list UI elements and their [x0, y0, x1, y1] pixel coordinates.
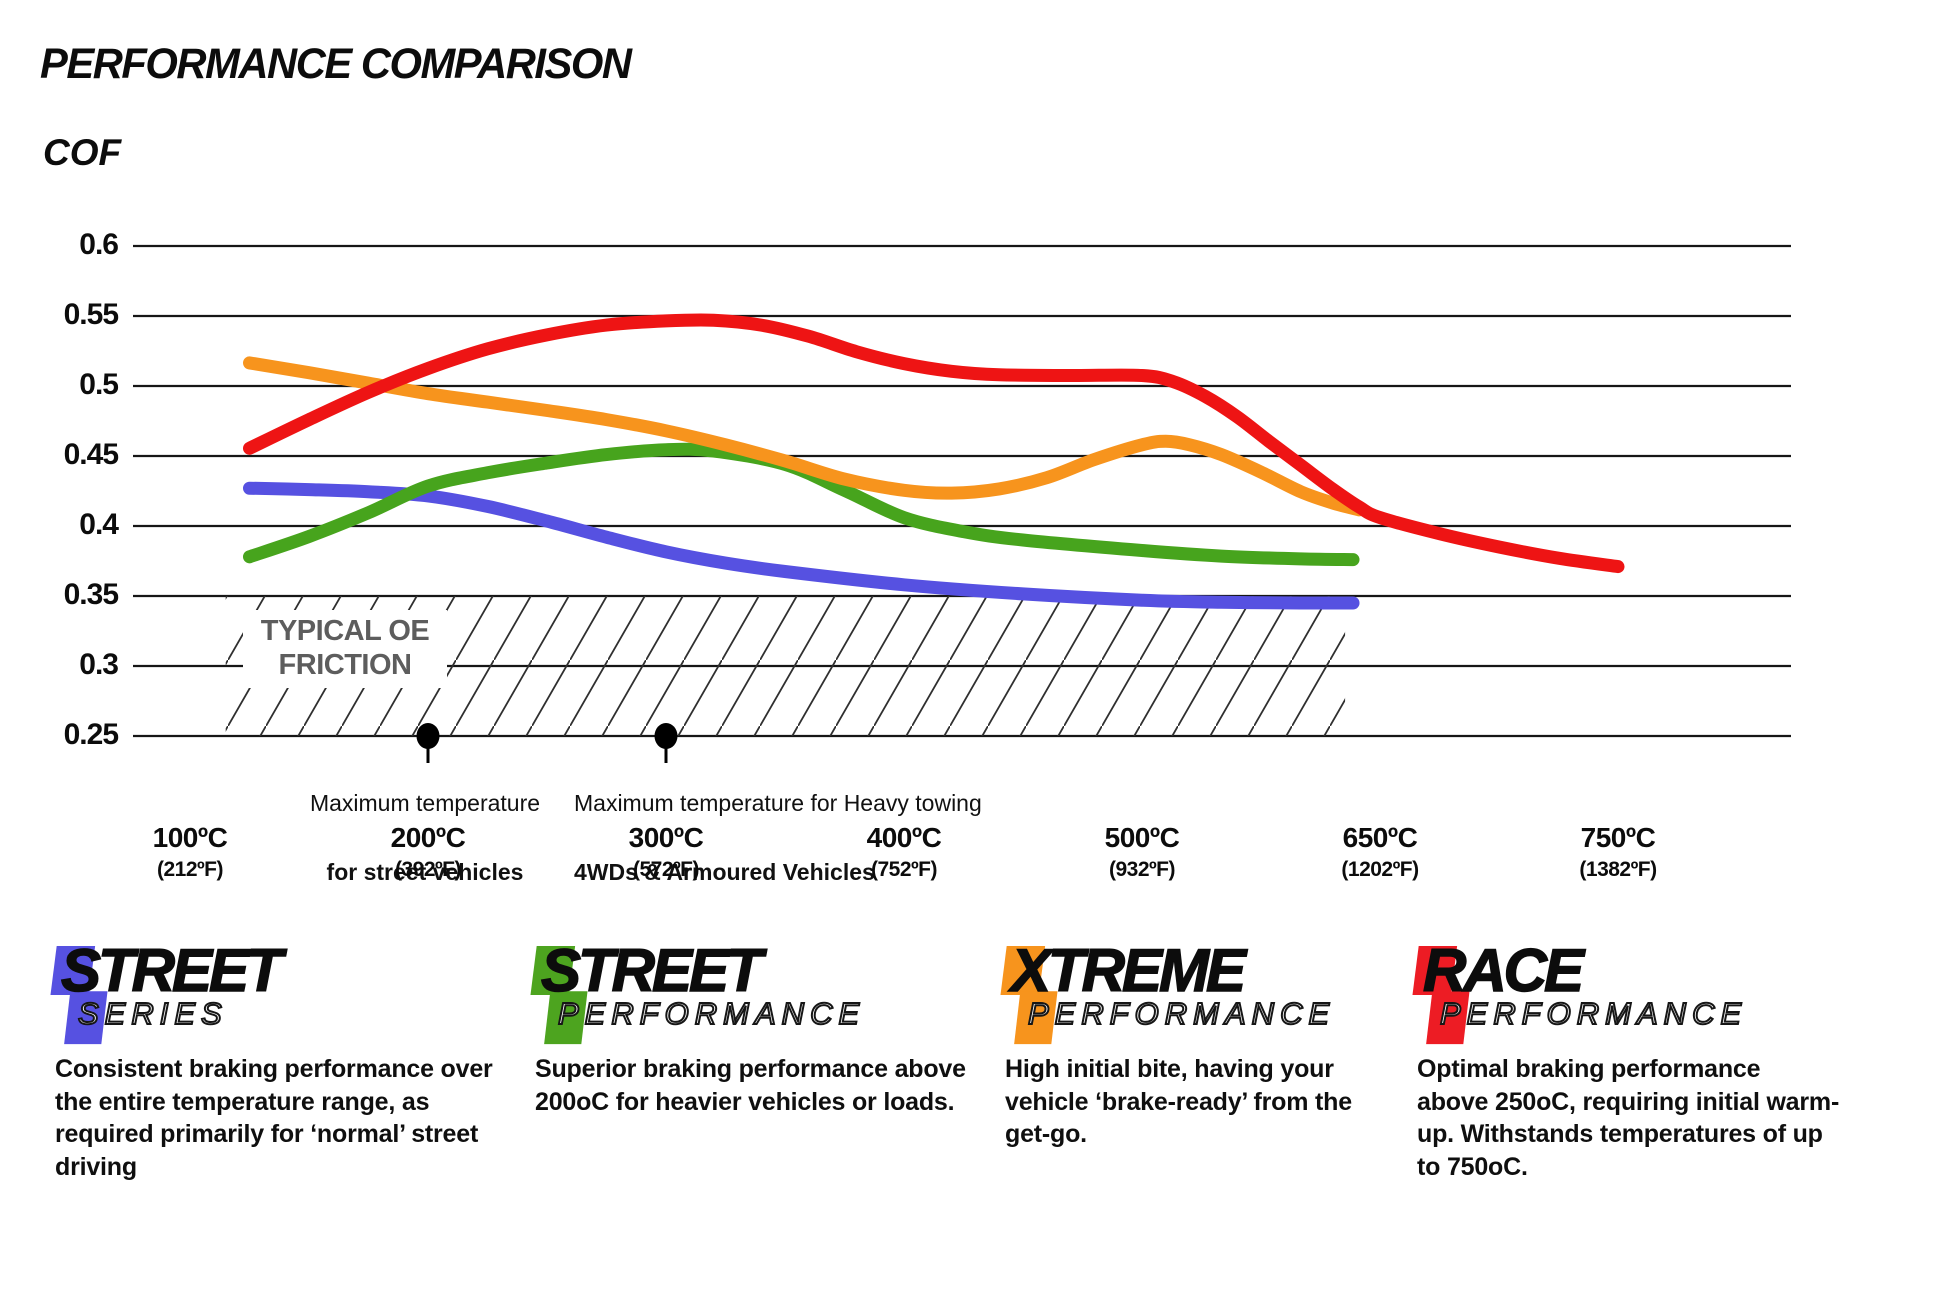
annotation-line2: 4WDs & Armoured Vehicles — [574, 859, 875, 886]
y-tick-label: 0.45 — [63, 438, 119, 471]
x-tick-label: 200ºC (392ºF) — [391, 822, 466, 882]
page-title: PERFORMANCE COMPARISON — [40, 40, 632, 88]
brand-race-performance: RACE PERFORMANCE Optimal braking perform… — [1412, 936, 1857, 1183]
x-tick-celsius: 400ºC — [866, 822, 942, 853]
x-tick-celsius: 200ºC — [390, 822, 466, 853]
series-line-race-performance — [243, 313, 1625, 574]
series-line-xtreme-performance — [243, 356, 1366, 517]
brand-bolt-icon — [1412, 946, 1470, 1045]
x-tick-celsius: 650ºC — [1342, 822, 1418, 853]
street-performance-logo: STREET PERFORMANCE — [530, 936, 995, 1047]
x-tick-fahrenheit: (572ºF) — [632, 858, 700, 881]
brand-word2: PERFORMANCE — [1439, 995, 1748, 1032]
brand-description: Consistent braking performance over the … — [55, 1055, 493, 1181]
x-tick-fahrenheit: (212ºF) — [156, 858, 224, 881]
brand-bolt-icon — [530, 946, 588, 1045]
y-tick-label: 0.3 — [79, 648, 119, 681]
brand-word2: PERFORMANCE — [557, 995, 866, 1032]
typical-oe-friction-label: TYPICAL OE FRICTION — [243, 610, 447, 689]
race-performance-logo: RACE PERFORMANCE — [1412, 936, 1857, 1047]
xtreme-performance-logo: XTREME PERFORMANCE — [1000, 936, 1425, 1047]
brand-word1: XTREME — [1010, 936, 1247, 1005]
x-tick-fahrenheit: (932ºF) — [1108, 858, 1176, 881]
x-tick-celsius: 300ºC — [628, 822, 704, 853]
y-tick-label: 0.5 — [79, 368, 119, 401]
x-tick-fahrenheit: (752ºF) — [870, 858, 938, 881]
x-tick-celsius: 100ºC — [152, 822, 228, 853]
brand-bolt-icon — [1000, 946, 1058, 1045]
x-tick-label: 400ºC (752ºF) — [867, 822, 942, 882]
x-tick-celsius: 500ºC — [1104, 822, 1180, 853]
x-tick-label: 500ºC (932ºF) — [1105, 822, 1180, 882]
brand-street-series: STREET SERIES Consistent braking perform… — [50, 936, 515, 1183]
annotation-line2: for street vehicles — [326, 859, 524, 886]
brand-word1: RACE — [1422, 936, 1585, 1005]
annotation-street-max-temp: Maximum temperature for street vehicles — [310, 752, 540, 925]
y-tick-label: 0.55 — [63, 298, 119, 331]
y-tick-label: 0.6 — [79, 228, 119, 261]
x-tick-label: 650ºC (1202ºF) — [1341, 822, 1419, 882]
series-line-street-series — [243, 481, 1360, 610]
street-series-logo: STREET SERIES — [50, 936, 515, 1047]
x-tick-label: 750ºC (1382ºF) — [1579, 822, 1657, 882]
annotation-line1: Maximum temperature for Heavy towing — [574, 790, 982, 817]
y-tick-label: 0.25 — [63, 718, 119, 751]
brand-description: High initial bite, having your vehicle ‘… — [1005, 1055, 1352, 1148]
brand-xtreme-performance: XTREME PERFORMANCE High initial bite, ha… — [1000, 936, 1425, 1151]
x-tick-label: 300ºC (572ºF) — [629, 822, 704, 882]
x-tick-label: 100ºC (212ºF) — [153, 822, 228, 882]
x-tick-fahrenheit: (392ºF) — [394, 858, 462, 881]
annotation-heavy-towing-max-temp: Maximum temperature for Heavy towing 4WD… — [574, 752, 982, 925]
brand-word1: STREET — [60, 936, 283, 1005]
x-tick-fahrenheit: (1202ºF) — [1341, 858, 1419, 881]
x-tick-celsius: 750ºC — [1580, 822, 1656, 853]
annotation-line1: Maximum temperature — [309, 790, 541, 817]
brand-word2: SERIES — [77, 995, 228, 1032]
y-axis-title: COF — [43, 132, 122, 173]
brand-street-performance: STREET PERFORMANCE Superior braking perf… — [530, 936, 995, 1118]
y-tick-label: 0.35 — [63, 578, 119, 611]
brand-bolt-icon — [50, 946, 108, 1045]
max-temp-marker-dot — [416, 723, 440, 749]
max-temp-marker-dot — [654, 723, 678, 749]
y-tick-label: 0.4 — [79, 508, 119, 541]
x-tick-fahrenheit: (1382ºF) — [1579, 858, 1657, 881]
brand-description: Superior braking performance above 200oC… — [535, 1055, 966, 1116]
brand-word2: PERFORMANCE — [1027, 995, 1336, 1032]
brand-word1: STREET — [540, 936, 763, 1005]
brand-description: Optimal braking performance above 250oC,… — [1417, 1055, 1840, 1181]
